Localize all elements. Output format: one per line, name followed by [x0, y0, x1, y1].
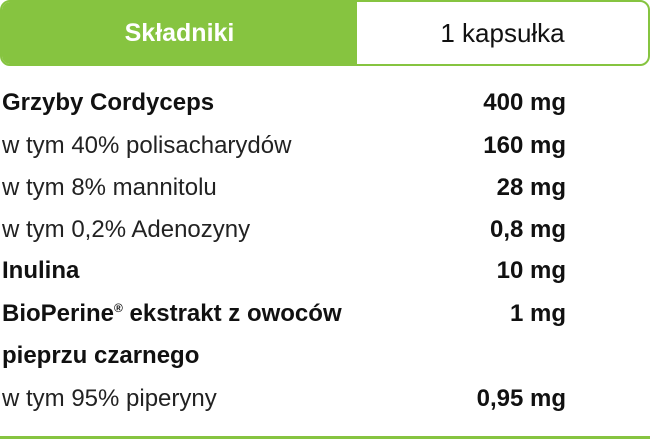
ingredient-name: w tym 8% mannitolu	[2, 174, 217, 201]
ingredient-amount: 28 mg	[496, 174, 566, 201]
name-part: BioPerine	[2, 300, 115, 327]
ingredient-amount: 1 mg	[509, 300, 566, 327]
ingredient-amount: 10 mg	[496, 257, 566, 284]
ingredient-name: Grzyby Cordyceps	[2, 89, 215, 116]
table-row: BioPerine® ekstrakt z owoców 1 mg	[2, 293, 566, 335]
ingredient-amount: 400 mg	[483, 89, 566, 116]
registered-mark: ®	[114, 301, 123, 315]
table-row: w tym 40% polisacharydów 160 mg	[2, 125, 566, 167]
ingredient-name: BioPerine® ekstrakt z owoców	[2, 300, 342, 328]
table-row: Grzyby Cordyceps 400 mg	[2, 82, 566, 124]
ingredient-name: w tym 95% piperyny	[2, 385, 217, 412]
table-row: pieprzu czarnego	[2, 335, 566, 377]
name-part: ekstrakt z owoców	[122, 300, 342, 327]
ingredient-name: w tym 40% polisacharydów	[2, 132, 292, 159]
ingredient-amount: 0,8 mg	[489, 216, 566, 243]
table-row: w tym 0,2% Adenozyny 0,8 mg	[2, 209, 566, 251]
serving-header: 1 kapsułka	[440, 17, 565, 48]
ingredient-name: pieprzu czarnego	[2, 342, 200, 369]
table-row: Inulina 10 mg	[2, 250, 566, 292]
ingredient-amount: 0,95 mg	[476, 385, 566, 412]
bottom-divider	[0, 436, 650, 439]
table-row: w tym 8% mannitolu 28 mg	[2, 167, 566, 209]
table-header: Składniki 1 kapsułka	[0, 0, 650, 66]
ingredients-header: Składniki	[2, 2, 357, 64]
ingredient-name: w tym 0,2% Adenozyny	[2, 216, 251, 243]
table-row: w tym 95% piperyny 0,95 mg	[2, 378, 566, 420]
ingredient-amount: 160 mg	[483, 132, 566, 159]
ingredient-name: Inulina	[2, 257, 80, 284]
